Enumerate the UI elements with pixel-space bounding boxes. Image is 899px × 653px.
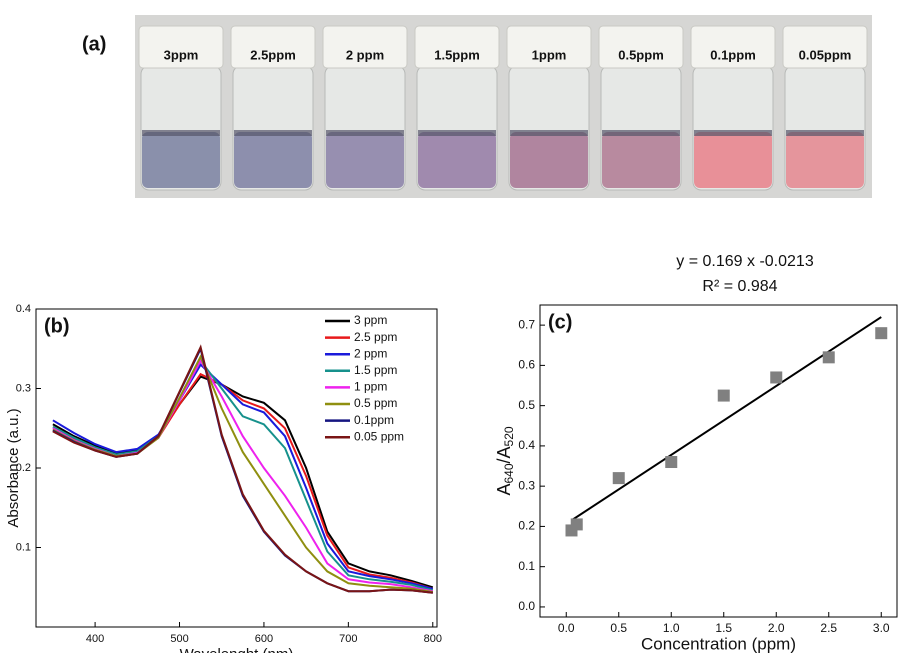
data-point (822, 351, 835, 364)
vial-meniscus (694, 130, 772, 136)
y-tick-label: 0.3 (518, 478, 535, 492)
vial-cap (690, 25, 776, 69)
y-tick-label: 0.2 (518, 519, 535, 533)
x-tick-label: 3.0 (873, 621, 890, 635)
legend-label: 0.5 ppm (354, 396, 397, 410)
vial-liquid (142, 132, 220, 188)
y-tick-label: 0.5 (518, 398, 535, 412)
x-tick-label: 2.0 (768, 621, 785, 635)
x-tick-label: 1.5 (715, 621, 732, 635)
vial-liquid (510, 132, 588, 188)
legend-label: 0.05 ppm (354, 429, 404, 443)
y-axis-title-part: A (494, 484, 514, 496)
data-point (665, 456, 678, 469)
vial-label: 1ppm (532, 47, 567, 62)
vial-label: 0.5ppm (618, 47, 664, 62)
vial-cap (322, 25, 408, 69)
legend-label: 1 ppm (354, 380, 387, 394)
y-tick-label: 0.7 (518, 317, 535, 331)
vial-label: 0.05ppm (799, 47, 852, 62)
y-tick-label: 0.2 (16, 462, 31, 474)
vial-cap (506, 25, 592, 69)
vial-liquid (234, 132, 312, 188)
plot-frame (539, 304, 898, 618)
vial-cap (598, 25, 684, 69)
vial-liquid (786, 132, 864, 188)
x-axis-title: Wavelenght (nm) (180, 646, 294, 653)
legend-label: 1.5 ppm (354, 363, 397, 377)
legend-label: 3 ppm (354, 313, 387, 327)
y-axis-title: A640/A520 (494, 426, 516, 495)
vial-meniscus (326, 130, 404, 136)
spectrum-line (52, 344, 433, 594)
vial-meniscus (602, 130, 680, 136)
vial-liquid (602, 132, 680, 188)
legend-label: 2.5 ppm (354, 330, 397, 344)
data-point (875, 327, 888, 340)
vial-meniscus (234, 130, 312, 136)
vial-meniscus (418, 130, 496, 136)
vial-label: 1.5ppm (434, 47, 480, 62)
y-axis-title-part: 640 (502, 463, 516, 483)
y-tick-label: 0.1 (16, 541, 31, 553)
data-point (717, 389, 730, 402)
y-tick-label: 0.6 (518, 358, 535, 372)
fit-r-squared: R² = 0.984 (702, 278, 777, 295)
vial-cap (414, 25, 500, 69)
data-point (770, 371, 783, 384)
legend-label: 2 ppm (354, 346, 387, 360)
x-tick-label: 400 (86, 633, 104, 645)
vial-label: 2 ppm (346, 47, 384, 62)
vial-liquid (326, 132, 404, 188)
spectrum-line (52, 363, 434, 590)
x-tick-label: 800 (424, 633, 442, 645)
panel-label: (c) (548, 311, 572, 333)
panel-label: (b) (44, 315, 70, 337)
x-tick-label: 0.0 (558, 621, 575, 635)
fit-line (570, 316, 882, 522)
vial-meniscus (142, 130, 220, 136)
x-tick-label: 700 (339, 633, 357, 645)
vial-cap (138, 25, 224, 69)
vial-meniscus (510, 130, 588, 136)
y-axis-title: Absorbance (a.u.) (5, 408, 22, 527)
y-axis-title-part: /A (494, 446, 514, 463)
x-tick-label: 0.5 (610, 621, 627, 635)
vial-label: 3ppm (164, 47, 199, 62)
y-tick-label: 0.1 (518, 559, 535, 573)
vial-liquid (694, 132, 772, 188)
vial-label: 0.1ppm (710, 47, 756, 62)
y-tick-label: 0.0 (518, 599, 535, 613)
y-axis-title-part: 520 (502, 426, 516, 446)
x-tick-label: 2.5 (820, 621, 837, 635)
y-tick-label: 0.4 (518, 438, 535, 452)
spectrum-line (52, 358, 434, 592)
data-point (570, 518, 583, 531)
fit-equation: y = 0.169 x -0.0213 (676, 253, 814, 270)
panel-label: (a) (82, 33, 106, 55)
vial-cap (230, 25, 316, 69)
vial-cap (782, 25, 868, 69)
y-tick-label: 0.4 (16, 303, 31, 315)
x-tick-label: 500 (170, 633, 188, 645)
y-tick-label: 0.3 (16, 382, 31, 394)
x-tick-label: 600 (255, 633, 273, 645)
x-tick-label: 1.0 (663, 621, 680, 635)
x-axis-title: Concentration (ppm) (641, 634, 796, 653)
data-point (612, 472, 625, 485)
vial-liquid (418, 132, 496, 188)
vial-meniscus (786, 130, 864, 136)
legend-label: 0.1ppm (354, 413, 394, 427)
vial-label: 2.5ppm (250, 47, 296, 62)
